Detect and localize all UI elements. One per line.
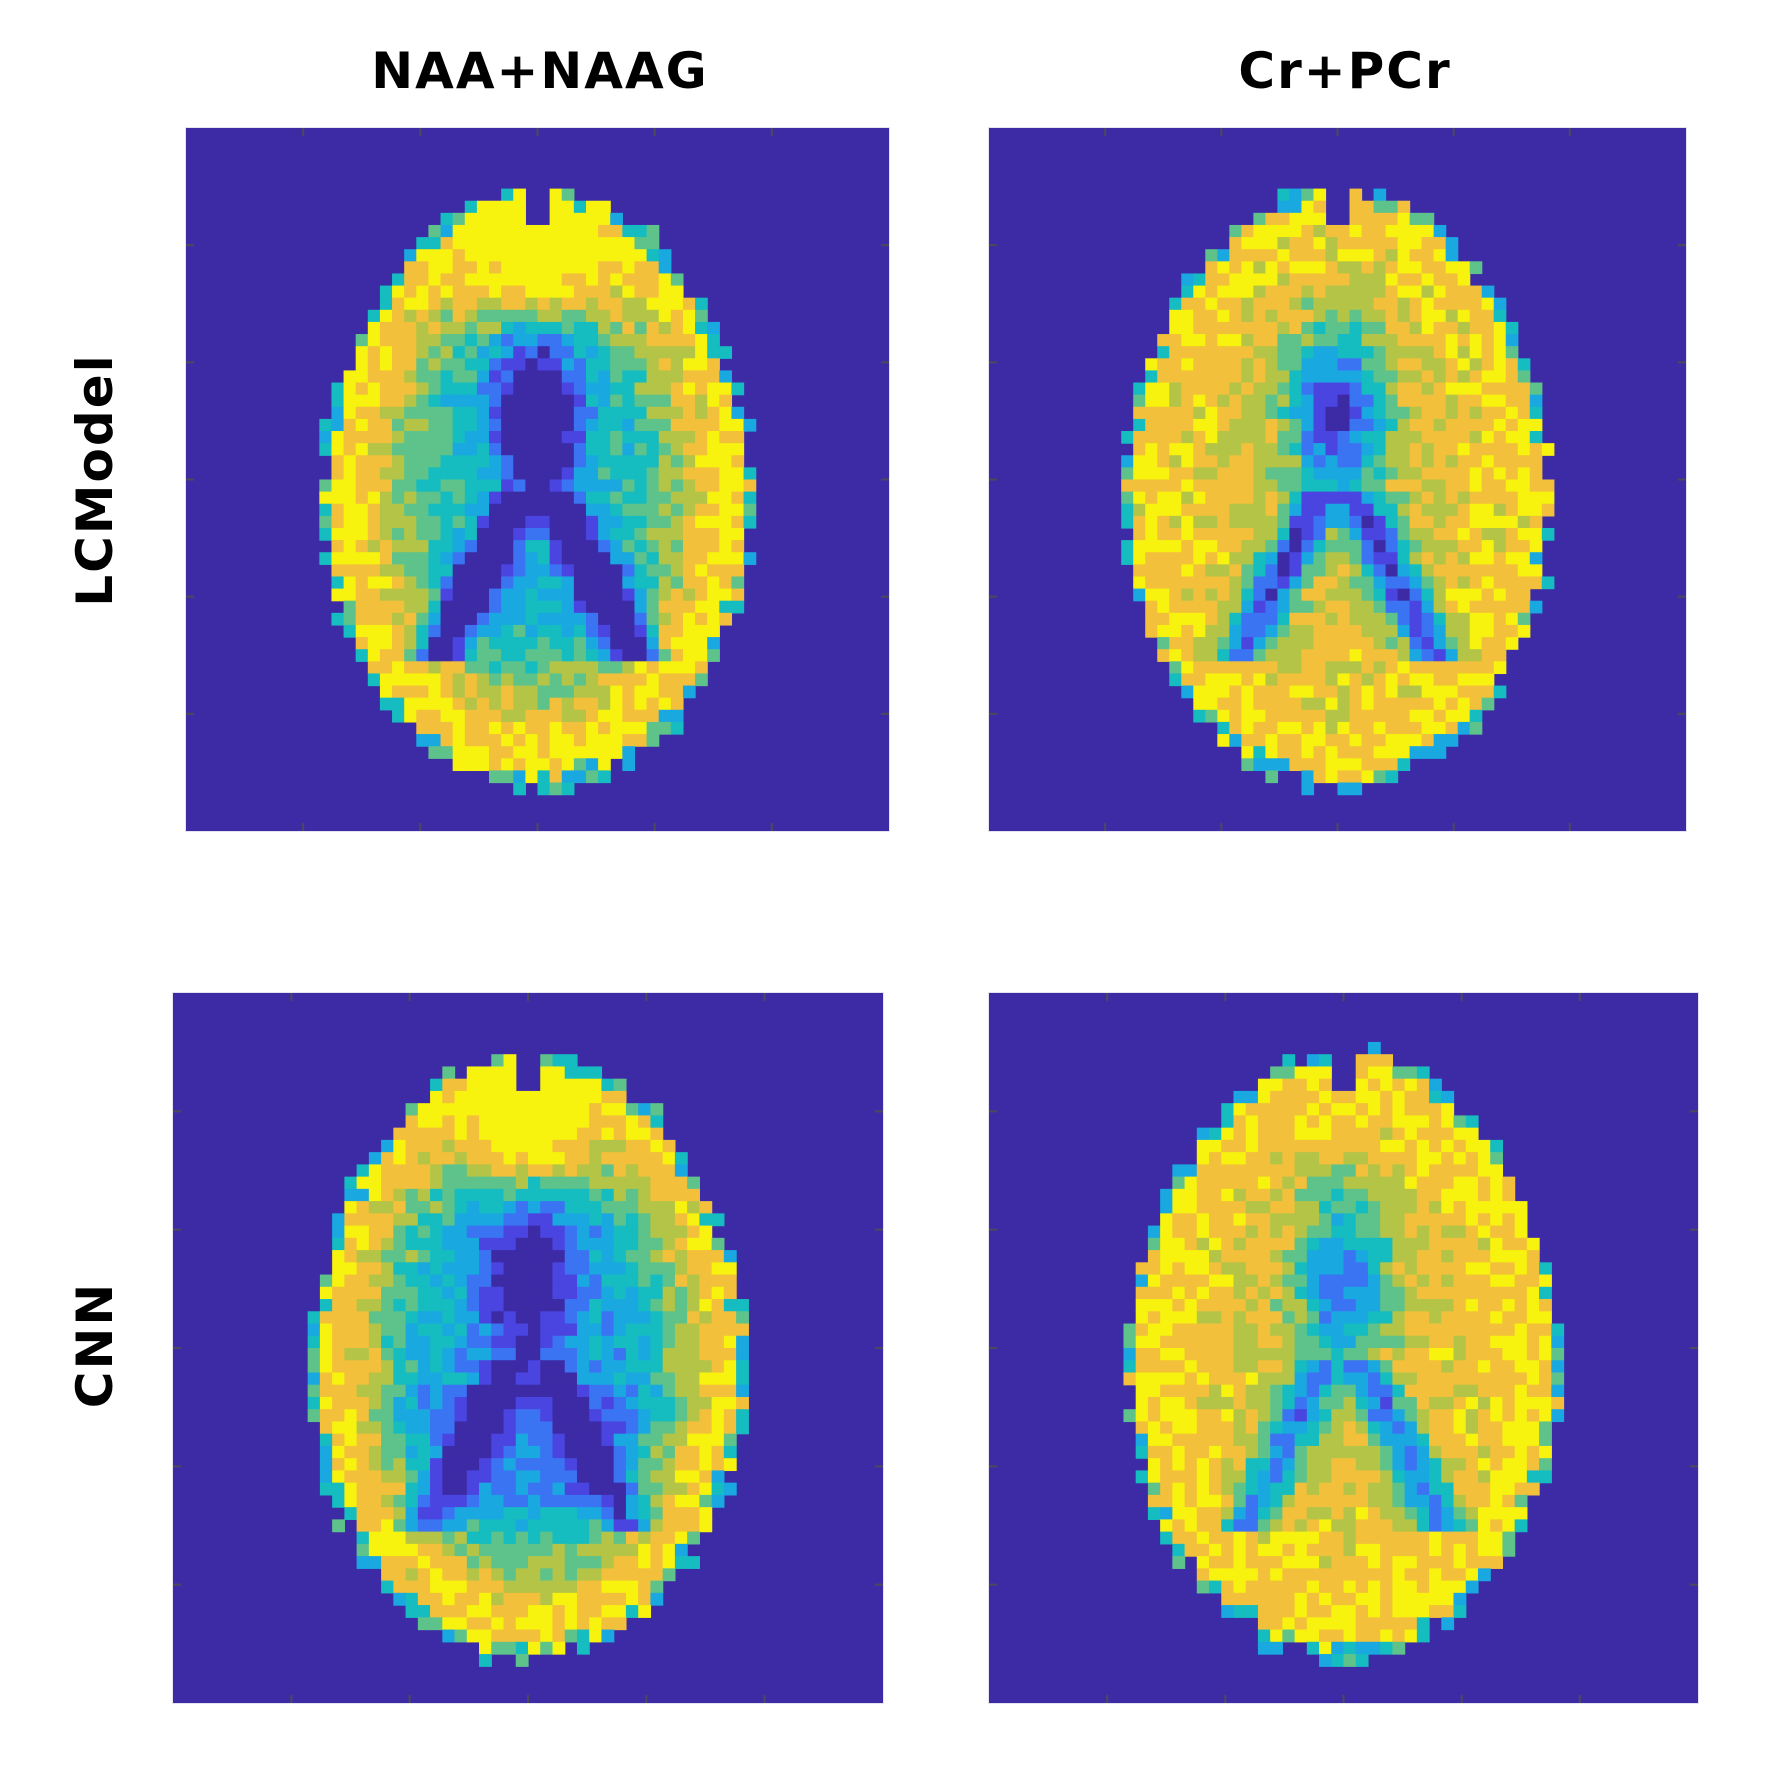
brain-voxels xyxy=(1123,1041,1565,1667)
brain-map-lcmodel-naa-naag xyxy=(186,128,889,831)
column-title-naa-naag: NAA+NAAG xyxy=(371,42,709,100)
brain-voxels xyxy=(319,188,757,796)
column-title-cr-pcr: Cr+PCr xyxy=(1238,42,1452,100)
axis-ticks xyxy=(186,128,889,831)
brain-voxels xyxy=(1121,188,1555,796)
panel-cnn-cr-pcr xyxy=(988,992,1699,1704)
row-title-cnn: CNN xyxy=(66,1281,124,1409)
row-title-lcmodel: LCModel xyxy=(66,353,124,607)
panel-lcmodel-cr-pcr xyxy=(988,127,1687,832)
axis-ticks xyxy=(989,128,1686,831)
axis-ticks xyxy=(173,993,883,1703)
brain-map-cnn-naa-naag xyxy=(173,993,883,1703)
brain-map-cnn-cr-pcr xyxy=(989,993,1698,1703)
axis-ticks xyxy=(989,993,1698,1703)
panel-lcmodel-naa-naag xyxy=(185,127,890,832)
panel-cnn-naa-naag xyxy=(172,992,884,1704)
brain-voxels xyxy=(307,1054,749,1667)
brain-map-lcmodel-cr-pcr xyxy=(989,128,1686,831)
